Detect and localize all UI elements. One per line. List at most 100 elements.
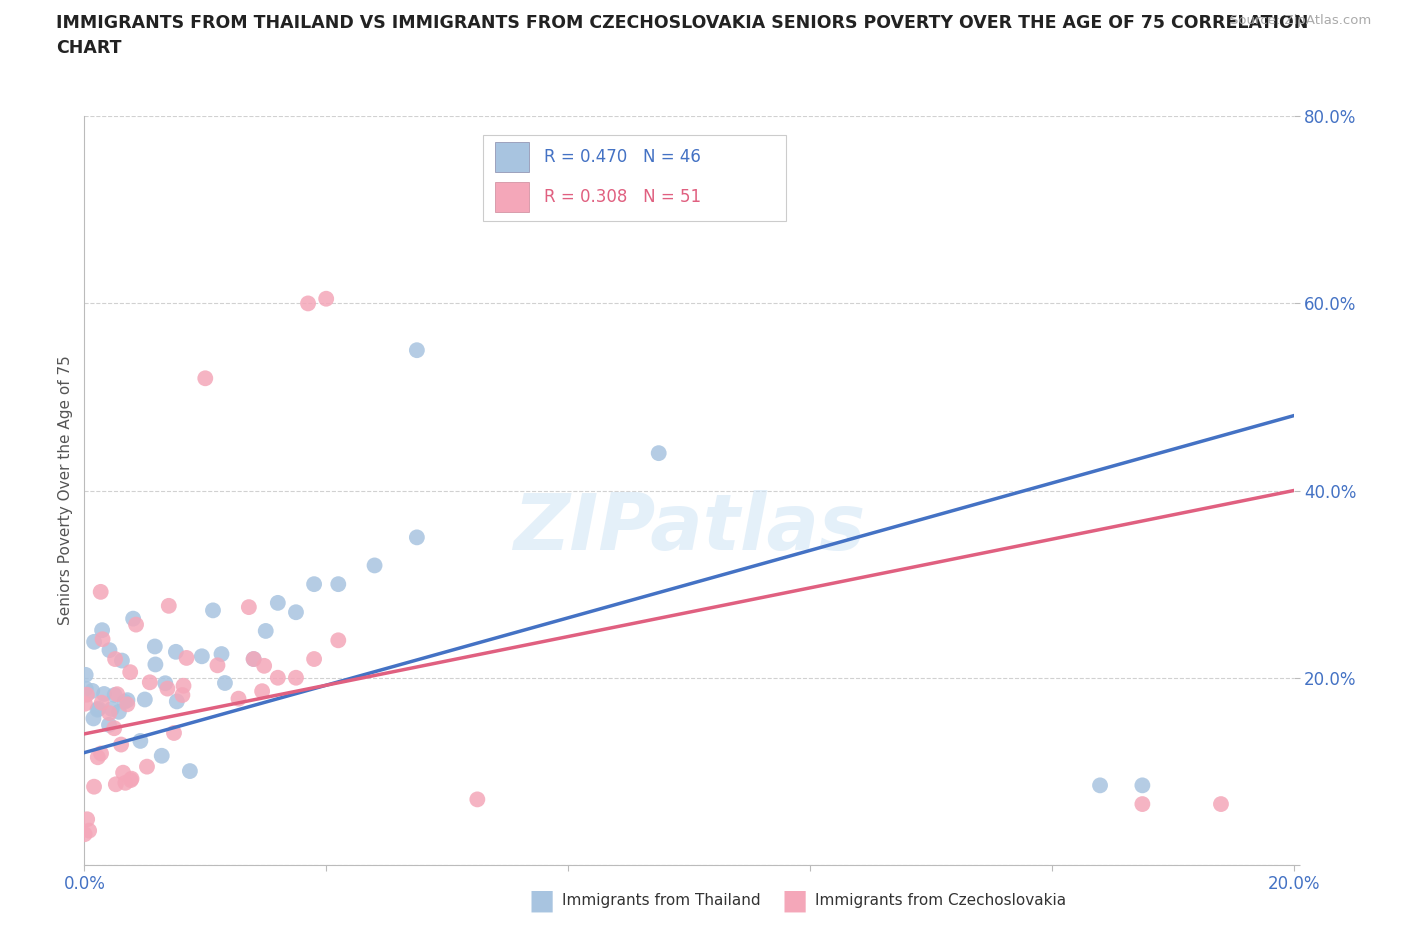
Text: Immigrants from Czechoslovakia: Immigrants from Czechoslovakia (815, 893, 1067, 908)
Text: Source: ZipAtlas.com: Source: ZipAtlas.com (1230, 14, 1371, 27)
Point (136, 759, 159, 774)
Point (82, 684, 104, 698)
Point (120, 665, 142, 680)
Point (150, 749, 173, 764)
Point (121, 771, 143, 786)
Point (90, 584, 112, 599)
Text: ZIPatlas: ZIPatlas (513, 490, 865, 566)
Point (87, 701, 110, 716)
Point (328, 577, 350, 591)
Text: ■: ■ (529, 886, 554, 914)
Point (211, 646, 233, 661)
Point (129, 734, 152, 749)
Text: R = 0.470   N = 46: R = 0.470 N = 46 (544, 149, 700, 166)
Point (75, 681, 97, 696)
Point (267, 595, 290, 610)
Point (253, 658, 276, 673)
Point (100, 701, 122, 716)
Point (242, 652, 264, 667)
FancyBboxPatch shape (484, 135, 786, 221)
Point (242, 652, 264, 667)
Point (1130, 797, 1153, 812)
Point (155, 676, 177, 691)
Point (176, 650, 198, 665)
Point (91, 623, 114, 638)
Point (103, 687, 125, 702)
Point (1088, 777, 1111, 792)
Point (173, 678, 195, 693)
Point (134, 692, 156, 707)
Point (238, 600, 260, 615)
Point (228, 691, 250, 706)
Text: ■: ■ (782, 886, 807, 914)
Point (90, 746, 112, 761)
Point (83, 634, 105, 649)
Point (406, 530, 429, 545)
Point (83, 779, 105, 794)
Point (114, 776, 136, 790)
Point (1209, 797, 1232, 812)
Point (1130, 777, 1153, 792)
Point (166, 694, 188, 709)
Point (139, 675, 162, 690)
Point (87, 750, 110, 764)
Point (82, 711, 104, 726)
Point (467, 792, 489, 807)
Y-axis label: Seniors Poverty Over the Age of 75: Seniors Poverty Over the Age of 75 (58, 355, 73, 626)
Point (93, 686, 115, 701)
Point (163, 725, 186, 740)
Point (285, 604, 308, 619)
Point (207, 658, 229, 672)
Point (104, 652, 127, 667)
Point (285, 671, 308, 685)
Point (315, 291, 337, 306)
Point (328, 632, 350, 647)
Text: Immigrants from Thailand: Immigrants from Thailand (562, 893, 761, 908)
Point (108, 704, 131, 719)
Point (172, 687, 194, 702)
Point (201, 603, 224, 618)
Point (112, 765, 135, 780)
Point (250, 684, 273, 698)
Text: IMMIGRANTS FROM THAILAND VS IMMIGRANTS FROM CZECHOSLOVAKIA SENIORS POVERTY OVER : IMMIGRANTS FROM THAILAND VS IMMIGRANTS F… (56, 14, 1309, 57)
Point (194, 371, 217, 386)
Point (76, 687, 98, 702)
Point (191, 649, 214, 664)
Point (214, 675, 236, 690)
Point (165, 644, 187, 659)
Point (120, 773, 142, 788)
Bar (495, 142, 529, 172)
Point (267, 671, 290, 685)
Point (75, 668, 97, 683)
Point (648, 445, 671, 460)
Point (98, 643, 121, 658)
Point (104, 777, 127, 791)
Point (105, 686, 128, 701)
Point (114, 695, 136, 710)
Point (103, 721, 125, 736)
Point (156, 681, 179, 696)
Text: R = 0.308   N = 51: R = 0.308 N = 51 (544, 188, 702, 206)
Point (157, 598, 180, 613)
Point (98, 717, 121, 732)
Point (302, 577, 325, 591)
Point (77, 823, 100, 838)
Point (91, 631, 114, 646)
Point (406, 343, 429, 358)
Point (110, 737, 132, 752)
Bar (495, 182, 529, 212)
Point (122, 611, 145, 626)
Point (145, 657, 167, 671)
Point (111, 653, 134, 668)
Point (76, 812, 98, 827)
Point (117, 693, 139, 708)
Point (297, 296, 319, 311)
Point (90, 696, 112, 711)
Point (125, 618, 148, 632)
Point (363, 558, 385, 573)
Point (302, 652, 325, 667)
Point (117, 697, 139, 711)
Point (98, 706, 121, 721)
Point (73, 827, 96, 842)
Point (254, 623, 277, 638)
